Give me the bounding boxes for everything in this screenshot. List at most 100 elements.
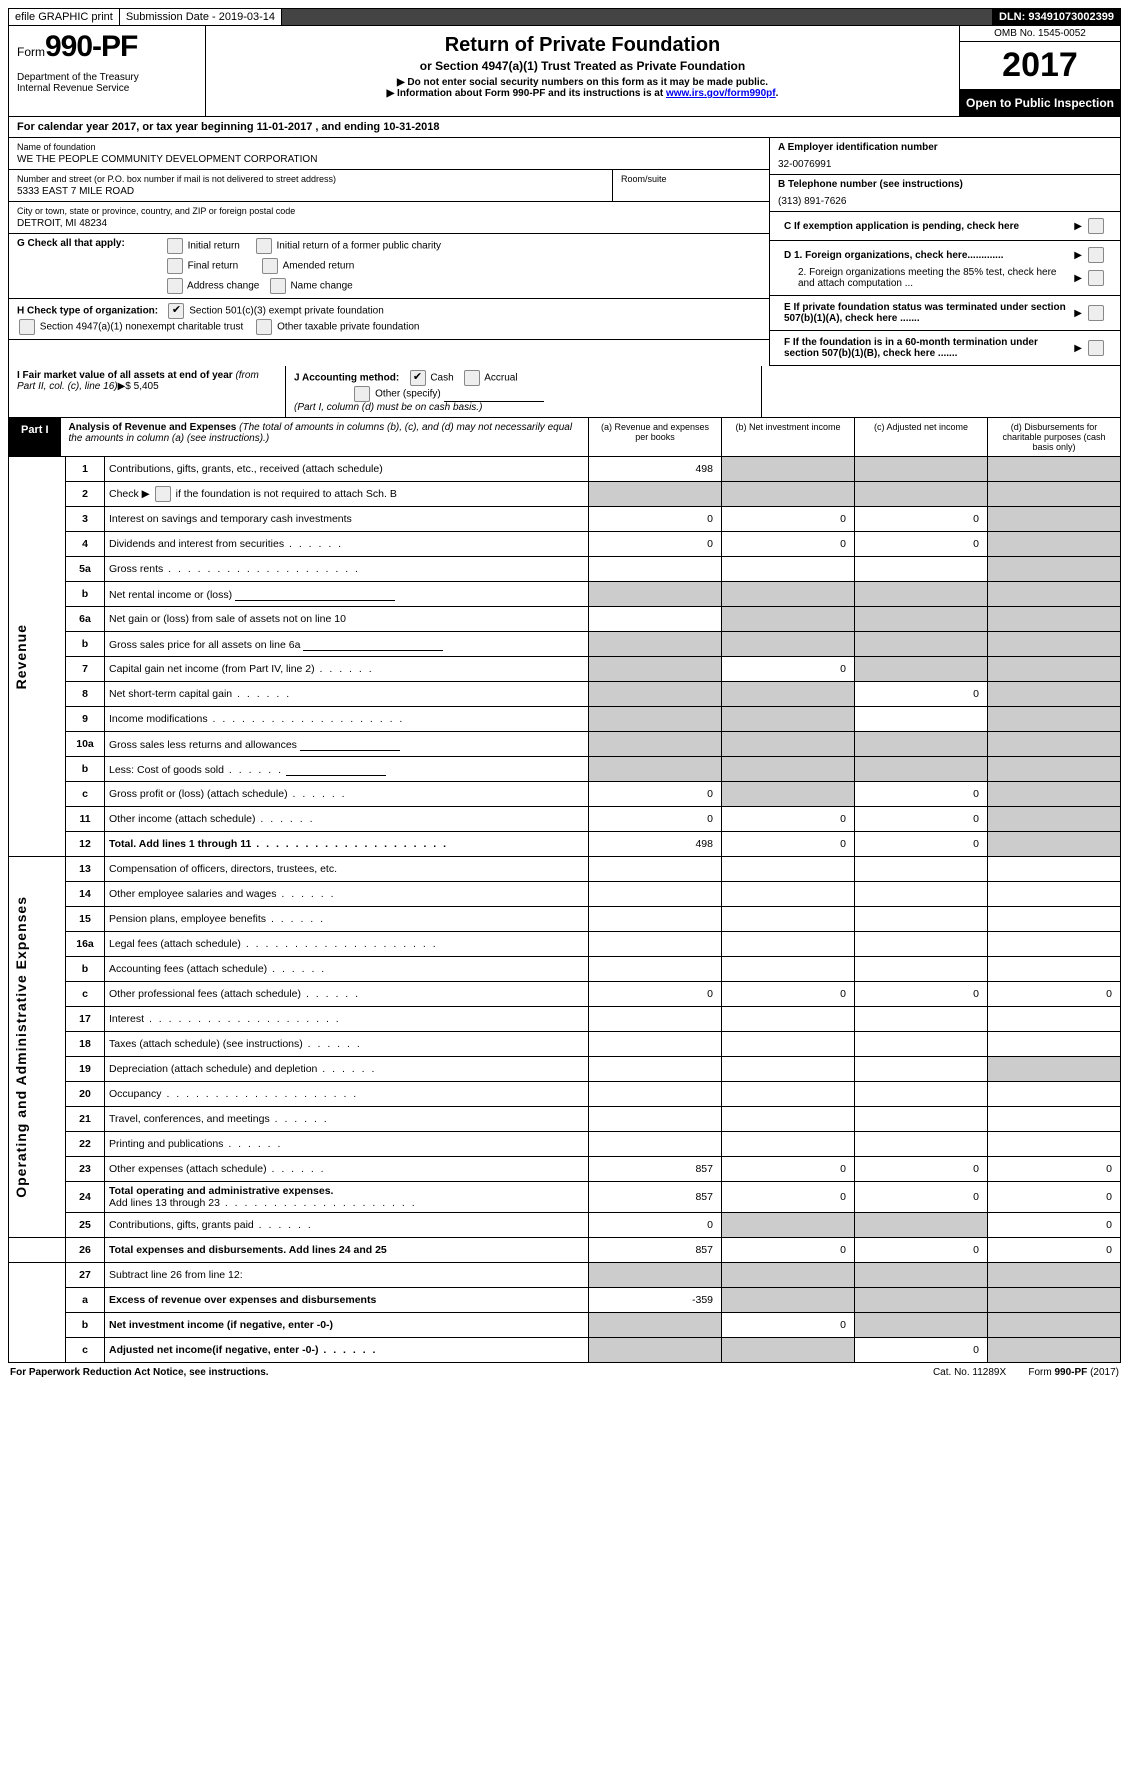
r9-b: [722, 707, 855, 732]
r10c-a: 0: [589, 782, 722, 807]
j-cash: Cash: [430, 373, 453, 384]
ij-right-spacer: [762, 366, 1120, 417]
row-desc: Printing and publications: [105, 1132, 589, 1157]
r1-b: [722, 457, 855, 482]
r12-c: 0: [855, 832, 988, 857]
chk-initial[interactable]: [167, 238, 183, 254]
r6b-c: [855, 632, 988, 657]
name-label: Name of foundation: [17, 142, 761, 152]
row-desc: Contributions, gifts, grants, etc., rece…: [105, 457, 589, 482]
row-num: 18: [66, 1032, 105, 1057]
r3-d: [988, 507, 1121, 532]
chk-final[interactable]: [167, 258, 183, 274]
r27b-c: [855, 1313, 988, 1338]
topbar-spacer: [282, 9, 993, 25]
r12-a: 498: [589, 832, 722, 857]
chk-f[interactable]: [1088, 340, 1104, 356]
chk-schb[interactable]: [155, 486, 171, 502]
r10b-input[interactable]: [286, 763, 386, 776]
chk-addr-change[interactable]: [167, 278, 183, 294]
chk-amended[interactable]: [262, 258, 278, 274]
entity-info: Name of foundation WE THE PEOPLE COMMUNI…: [8, 138, 1121, 366]
row-desc: Legal fees (attach schedule): [105, 932, 589, 957]
row-num: 9: [66, 707, 105, 732]
g-amended: Amended return: [283, 261, 355, 272]
chk-other-pf[interactable]: [256, 319, 272, 335]
col-c-header: (c) Adjusted net income: [854, 418, 987, 456]
r4-d: [988, 532, 1121, 557]
d2-text: 2. Foreign organizations meeting the 85%…: [784, 267, 1074, 289]
row-desc: Other professional fees (attach schedule…: [105, 982, 589, 1007]
row-num: c: [66, 1338, 105, 1363]
row-num: 23: [66, 1157, 105, 1182]
section-e: E If private foundation status was termi…: [770, 296, 1120, 331]
chk-501c3[interactable]: [168, 303, 184, 319]
tax-year: 2017: [960, 42, 1120, 90]
g-name-change: Name change: [290, 281, 352, 292]
r6b-input[interactable]: [303, 638, 443, 651]
chk-d1[interactable]: [1088, 247, 1104, 263]
row-desc: Taxes (attach schedule) (see instruction…: [105, 1032, 589, 1057]
chk-initial-former[interactable]: [256, 238, 272, 254]
addr-label: Number and street (or P.O. box number if…: [17, 174, 604, 184]
efile-label: efile GRAPHIC print: [9, 9, 120, 25]
h-501c3: Section 501(c)(3) exempt private foundat…: [189, 306, 384, 317]
form-subtitle: or Section 4947(a)(1) Trust Treated as P…: [216, 59, 949, 73]
part1-label: Part I: [9, 418, 61, 456]
row-desc: Total. Add lines 1 through 11: [105, 832, 589, 857]
r16c-d: 0: [988, 982, 1121, 1007]
r16c-b: 0: [722, 982, 855, 1007]
r5a-d: [988, 557, 1121, 582]
r25-b: [722, 1213, 855, 1238]
j-note: (Part I, column (d) must be on cash basi…: [294, 402, 482, 413]
chk-4947[interactable]: [19, 319, 35, 335]
submission-date: Submission Date - 2019-03-14: [120, 9, 282, 25]
r17-d: [988, 1007, 1121, 1032]
r5b-c: [855, 582, 988, 607]
row-num: c: [66, 782, 105, 807]
chk-c[interactable]: [1088, 218, 1104, 234]
r5b-input[interactable]: [235, 588, 395, 601]
r2-b: [722, 482, 855, 507]
r27c-d: [988, 1338, 1121, 1363]
r22-c: [855, 1132, 988, 1157]
r25-d: 0: [988, 1213, 1121, 1238]
side-blank2: [9, 1263, 66, 1363]
row-num: 21: [66, 1107, 105, 1132]
row-num: 1: [66, 457, 105, 482]
r10a-input[interactable]: [300, 738, 400, 751]
r13-d: [988, 857, 1121, 882]
r4-a: 0: [589, 532, 722, 557]
r7-c: [855, 657, 988, 682]
chk-accrual[interactable]: [464, 370, 480, 386]
chk-e[interactable]: [1088, 305, 1104, 321]
chk-name-change[interactable]: [270, 278, 286, 294]
omb-no: OMB No. 1545-0052: [960, 26, 1120, 42]
form-prefix: Form: [17, 45, 45, 59]
r15-b: [722, 907, 855, 932]
r4-b: 0: [722, 532, 855, 557]
chk-d2[interactable]: [1088, 270, 1104, 286]
r27b-a: [589, 1313, 722, 1338]
chk-cash[interactable]: [410, 370, 426, 386]
entity-left: Name of foundation WE THE PEOPLE COMMUNI…: [9, 138, 769, 366]
addr-row: Number and street (or P.O. box number if…: [9, 170, 769, 202]
chk-other-acct[interactable]: [354, 386, 370, 402]
r16b-a: [589, 957, 722, 982]
name-cell: Name of foundation WE THE PEOPLE COMMUNI…: [9, 138, 769, 170]
r10a-desc: Gross sales less returns and allowances: [105, 732, 589, 757]
r3-b: 0: [722, 507, 855, 532]
instructions-link[interactable]: www.irs.gov/form990pf: [666, 88, 776, 99]
form-ref: Form 990-PF (2017): [1028, 1367, 1119, 1378]
phone-value: (313) 891-7626: [778, 196, 1112, 207]
r4-c: 0: [855, 532, 988, 557]
r18-b: [722, 1032, 855, 1057]
phone-cell: B Telephone number (see instructions) (3…: [770, 175, 1120, 212]
r9-d: [988, 707, 1121, 732]
r10b-desc: Less: Cost of goods sold: [105, 757, 589, 782]
other-specify-input[interactable]: [444, 389, 544, 402]
row-desc: Total expenses and disbursements. Add li…: [105, 1238, 589, 1263]
r10a-d: Gross sales less returns and allowances: [109, 739, 297, 751]
row-num: 10a: [66, 732, 105, 757]
r16a-b: [722, 932, 855, 957]
